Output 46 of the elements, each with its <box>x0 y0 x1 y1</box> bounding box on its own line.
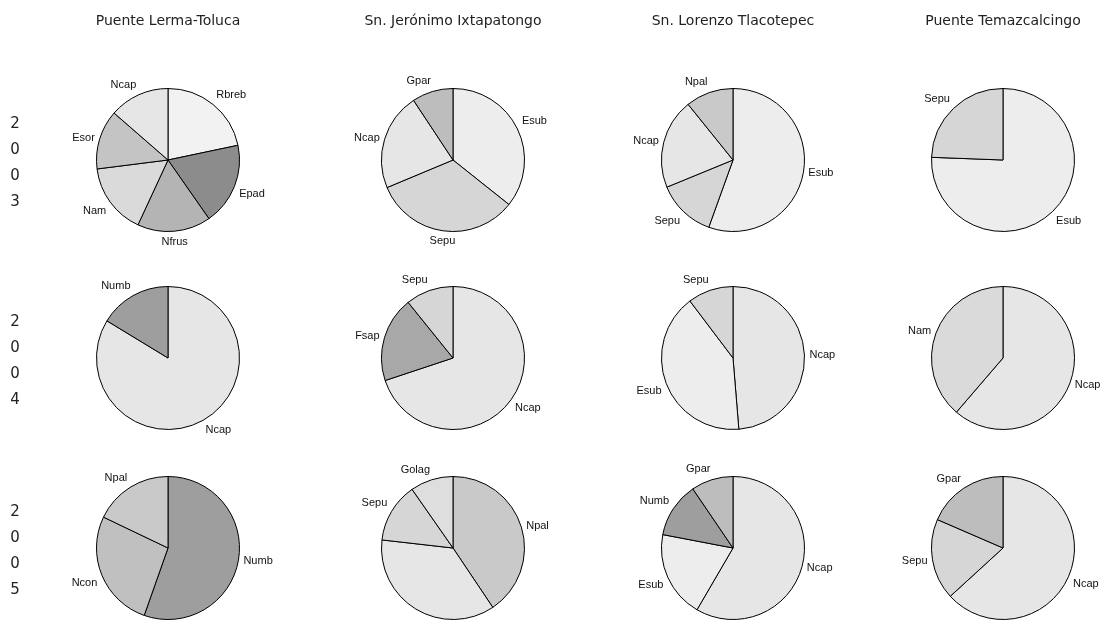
slice-label: Esub <box>636 383 662 396</box>
slice-label: Ncap <box>205 423 232 436</box>
text: 2003 <box>9 113 21 212</box>
slice-label: Ncap <box>806 560 833 573</box>
slice-label: Npal <box>104 470 128 483</box>
slice-label: Ncap <box>633 134 659 147</box>
slice-label: Esub <box>1056 213 1082 226</box>
slice-label: Sepu <box>401 273 428 286</box>
slice-label: Ncap <box>354 130 380 143</box>
slice-label: Ncap <box>515 401 541 414</box>
slice-label: Nam <box>83 203 107 216</box>
slice-label: Esub <box>521 114 547 127</box>
slice-label: Gpar <box>936 471 962 484</box>
slice-label: Sepu <box>924 92 950 105</box>
slice-label: Esub <box>638 578 664 591</box>
slice-label: Nam <box>908 324 932 337</box>
slice-label: Rbreb <box>216 88 247 101</box>
slice-label: Ncap <box>1074 377 1101 390</box>
slice-label: Sepu <box>429 234 456 247</box>
slice-label: Ncap <box>1073 577 1099 590</box>
slice-label: Npal <box>526 518 549 531</box>
chart-title: Puente Temazcalcingo <box>924 12 1082 28</box>
slice-label: Nfrus <box>161 234 189 247</box>
slice-label: Numb <box>639 493 670 506</box>
slice-label: Gpar <box>406 74 432 87</box>
slice-label: Numb <box>243 553 273 566</box>
slice-label: Epad <box>239 186 265 199</box>
text: 2005 <box>9 501 21 600</box>
slice-label: Ncap <box>809 347 836 360</box>
slice-label: Golag <box>400 462 431 475</box>
slice-label: Gpar <box>686 462 711 475</box>
slice-label: Ncap <box>110 77 137 90</box>
text: 2004 <box>9 311 21 410</box>
slice-label: Sepu <box>654 213 681 226</box>
slice-label: Npal <box>684 75 708 88</box>
slice-label: Numb <box>101 278 131 291</box>
chart-title: Sn. Lorenzo Tlacotepec <box>650 12 816 28</box>
chart-title: Puente Lerma-Toluca <box>94 12 242 28</box>
slice-label: Esor <box>72 130 96 143</box>
slice-label: Ncon <box>71 575 98 588</box>
chart-title: Sn. Jerónimo Ixtapatongo <box>363 12 543 28</box>
slice-label: Fsap <box>355 329 380 342</box>
slice-label: Esub <box>808 166 834 179</box>
slice-label: Sepu <box>682 273 709 285</box>
slice-label: Sepu <box>901 553 928 566</box>
slice-label: Sepu <box>361 496 388 509</box>
